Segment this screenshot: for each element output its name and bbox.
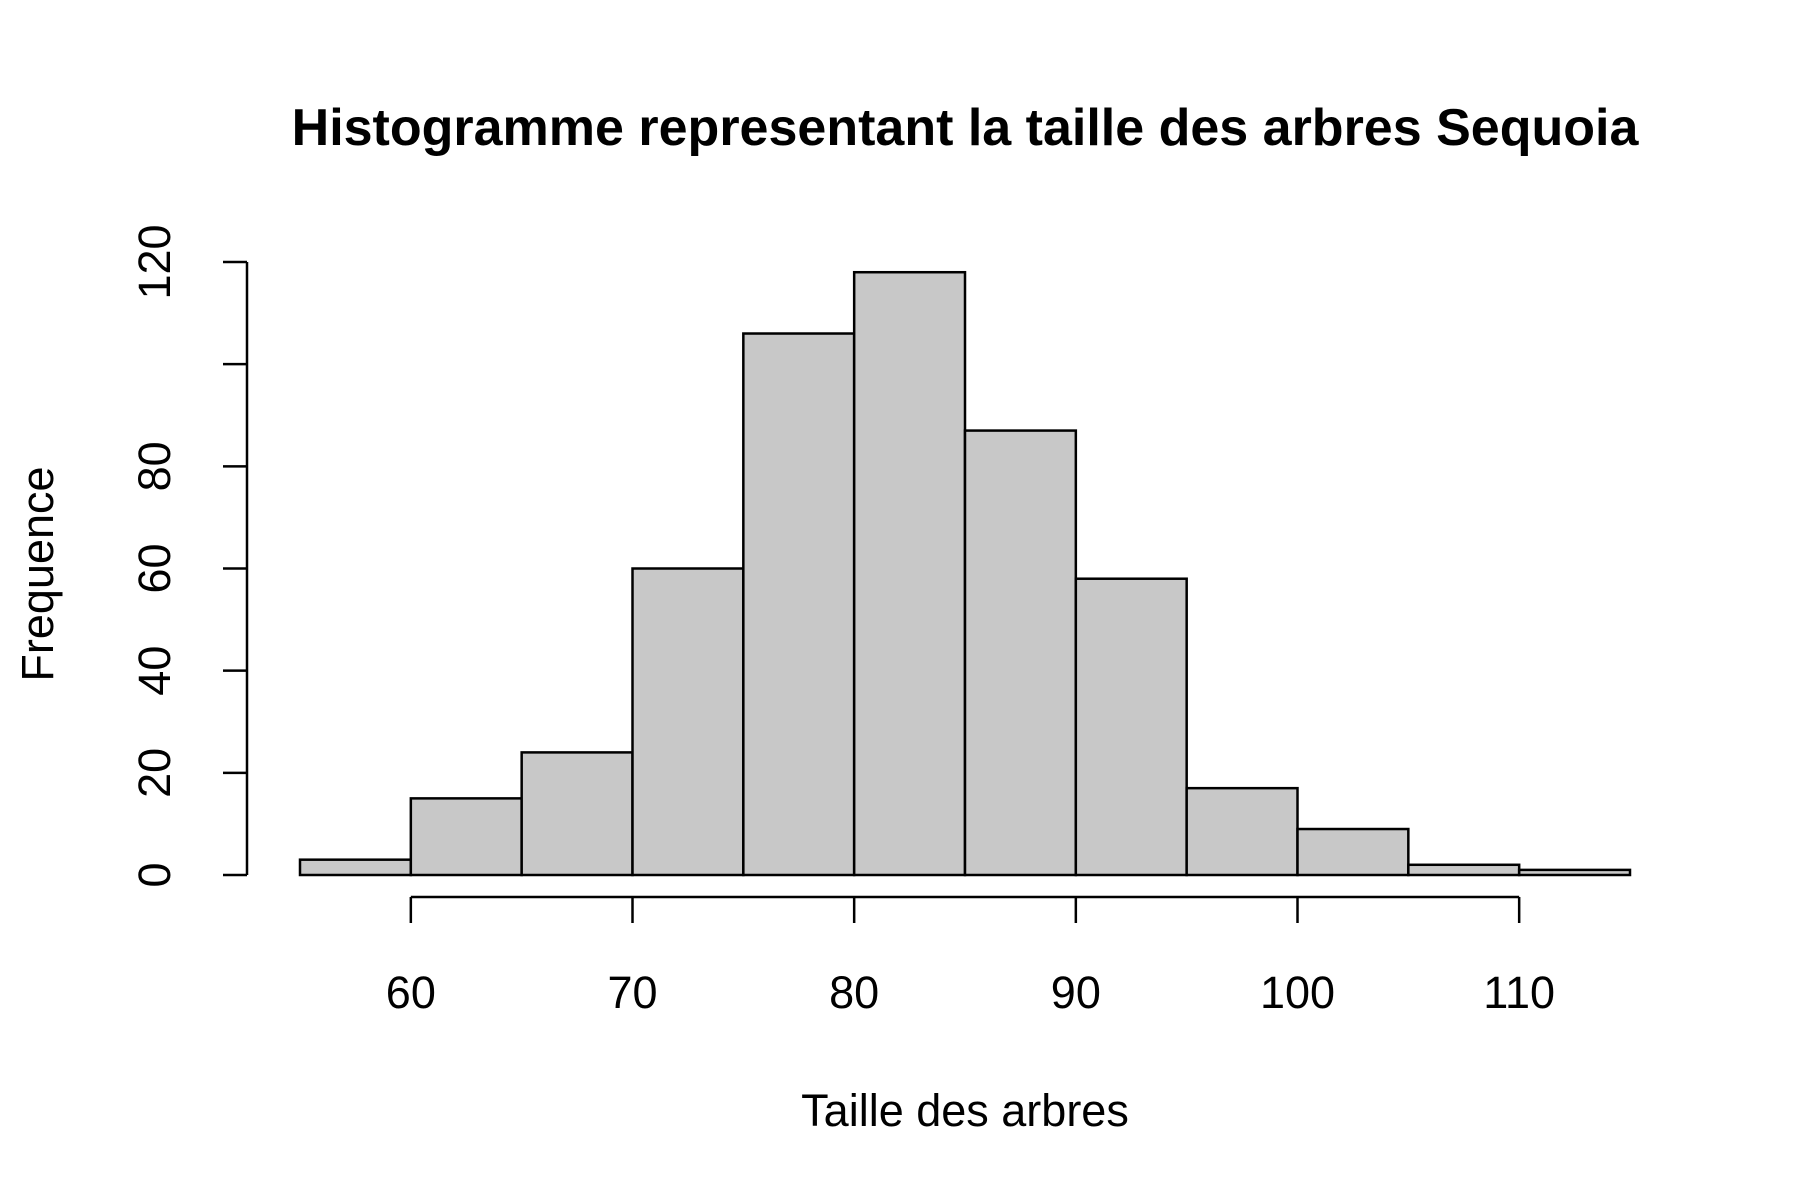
x-tick-label-90: 90 (1051, 967, 1101, 1018)
histogram-bar-70-75 (631, 567, 745, 877)
histogram-bar-60-65 (409, 797, 523, 877)
histogram-bar-85-90 (963, 429, 1078, 877)
y-tick-label-20: 20 (129, 748, 180, 798)
x-axis-label: Taille des arbres (801, 1085, 1129, 1136)
histogram-bar-110-115 (1517, 868, 1632, 877)
histogram-bar-105-110 (1407, 863, 1521, 877)
y-tick-label-80: 80 (129, 441, 180, 491)
y-tick-label-120: 120 (129, 224, 180, 299)
x-tick-label-60: 60 (386, 967, 436, 1018)
x-tick-label-70: 70 (607, 967, 657, 1018)
y-axis-label: Frequence (12, 466, 63, 681)
histogram-bar-55-60 (298, 858, 413, 877)
histogram-bar-100-105 (1296, 827, 1410, 877)
bars-group (298, 270, 1632, 877)
x-tick-label-100: 100 (1260, 967, 1335, 1018)
y-axis: 0 20 40 60 80 120 (129, 224, 249, 888)
y-tick-label-0: 0 (129, 862, 180, 887)
histogram-bar-90-95 (1074, 577, 1188, 877)
y-tick-label-60: 60 (129, 543, 180, 593)
histogram-bar-65-70 (520, 751, 634, 877)
y-tick-label-40: 40 (129, 646, 180, 696)
histogram-bar-80-85 (852, 270, 967, 877)
x-tick-label-110: 110 (1483, 967, 1555, 1018)
x-axis: 60 70 80 90 100 110 (386, 895, 1555, 1018)
histogram-bar-95-100 (1185, 786, 1299, 877)
chart-title: Histogramme representant la taille des a… (292, 99, 1640, 157)
x-tick-label-80: 80 (829, 967, 879, 1018)
histogram-bar-75-80 (742, 332, 856, 877)
